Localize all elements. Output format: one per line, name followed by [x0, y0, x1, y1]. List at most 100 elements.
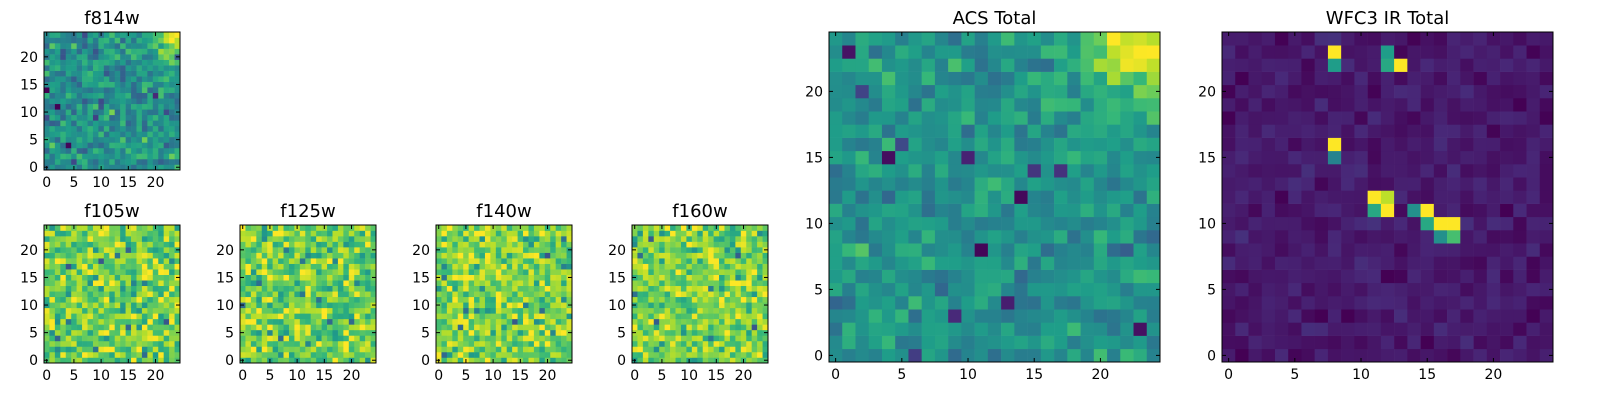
heatmap-cell	[987, 45, 1002, 59]
heatmap-cell	[691, 225, 698, 231]
heatmap-cell	[1539, 230, 1554, 244]
heatmap-cell	[49, 103, 56, 110]
x-tick-label: 5	[897, 367, 906, 383]
heatmap-cell	[1146, 348, 1161, 363]
heatmap-cell	[961, 124, 975, 138]
heatmap-cell	[174, 291, 181, 298]
heatmap-cell	[1120, 348, 1134, 363]
heatmap-cell	[895, 45, 909, 59]
heatmap-cell	[1274, 309, 1289, 323]
heatmap-cell	[343, 296, 350, 303]
heatmap-cell	[1500, 296, 1514, 310]
heatmap-cell	[1146, 71, 1161, 86]
heatmap-cell	[250, 274, 257, 281]
heatmap-cell	[87, 54, 94, 60]
heatmap-cell	[65, 98, 72, 105]
heatmap-cell	[158, 43, 164, 49]
heatmap-cell	[550, 230, 556, 237]
heatmap-cell	[1120, 45, 1134, 59]
heatmap-cell	[1327, 111, 1342, 125]
heatmap-cell	[1107, 309, 1121, 323]
heatmap-cell	[54, 153, 61, 160]
heatmap-cell	[158, 230, 164, 237]
heatmap-cell	[299, 258, 306, 264]
heatmap-cell	[1067, 309, 1081, 323]
heatmap-cell	[1027, 269, 1042, 284]
heatmap-cell	[895, 111, 909, 125]
heatmap-cell	[250, 263, 257, 270]
heatmap-cell	[987, 84, 1002, 99]
heatmap-cell	[343, 346, 350, 353]
heatmap-cell	[1486, 58, 1501, 72]
heatmap-cell	[1526, 137, 1541, 152]
heatmap-cell	[495, 236, 502, 242]
heatmap-cell	[1327, 216, 1342, 231]
heatmap-cell	[136, 87, 143, 94]
heatmap-cell	[881, 203, 896, 218]
heatmap-cell	[446, 285, 453, 292]
heatmap-cell	[528, 247, 535, 253]
heatmap-cell	[1539, 58, 1554, 72]
heatmap-cell	[842, 164, 856, 178]
heatmap-cell	[1301, 84, 1315, 99]
heatmap-cell	[1222, 296, 1236, 310]
heatmap-cell	[468, 280, 475, 287]
heatmap-cell	[550, 285, 556, 292]
heatmap-cell	[49, 98, 56, 105]
heatmap-cell	[1367, 45, 1382, 59]
heatmap-cell	[1235, 137, 1249, 152]
heatmap-cell	[544, 318, 551, 325]
heatmap-cell	[648, 247, 655, 253]
heatmap-cell	[310, 291, 317, 298]
heatmap-cell	[109, 43, 116, 49]
heatmap-cell	[60, 351, 67, 358]
heatmap-cell	[686, 252, 693, 259]
heatmap-cell	[463, 291, 469, 298]
heatmap-cell	[109, 230, 116, 237]
heatmap-cell	[642, 269, 649, 275]
heatmap-cell	[120, 54, 126, 60]
heatmap-cell	[267, 230, 273, 237]
heatmap-cell	[479, 252, 486, 259]
heatmap-cell	[71, 285, 77, 292]
heatmap-cell	[1526, 32, 1541, 46]
heatmap-cell	[152, 291, 159, 298]
y-tick-label: 10	[20, 298, 38, 314]
heatmap-cell	[948, 322, 962, 336]
heatmap-cell	[895, 124, 909, 138]
heatmap-cell	[490, 285, 497, 292]
heatmap-cell	[1394, 335, 1408, 350]
heatmap-cell	[359, 346, 366, 353]
heatmap-cell	[348, 241, 355, 248]
heatmap-cell	[539, 274, 546, 281]
heatmap-cell	[120, 274, 126, 281]
heatmap-cell	[550, 340, 556, 347]
heatmap-cell	[632, 296, 638, 303]
heatmap-cell	[103, 302, 110, 309]
heatmap-cell	[54, 236, 61, 242]
heatmap-cell	[256, 236, 263, 242]
heatmap-cell	[1539, 84, 1554, 99]
heatmap-cell	[98, 59, 105, 66]
heatmap-cell	[92, 153, 99, 160]
heatmap-cell	[1420, 269, 1435, 284]
heatmap-cell	[452, 236, 459, 242]
heatmap-cell	[1473, 309, 1488, 323]
heatmap-cell	[272, 335, 279, 342]
heatmap-cell	[561, 307, 567, 314]
heatmap-cell	[713, 313, 720, 320]
heatmap-cell	[299, 307, 306, 314]
heatmap-cell	[757, 346, 763, 353]
heatmap-cell	[54, 302, 61, 309]
heatmap-cell	[348, 335, 355, 342]
heatmap-cell	[735, 324, 742, 331]
heatmap-cell	[441, 258, 448, 264]
heatmap-cell	[267, 335, 273, 342]
heatmap-cell	[1473, 124, 1488, 138]
heatmap-cell	[131, 274, 137, 281]
heatmap-cell	[131, 120, 137, 127]
heatmap-cell	[131, 43, 137, 49]
y-tick-label: 10	[805, 216, 823, 232]
heatmap-cell	[76, 313, 83, 320]
heatmap-cell	[501, 263, 508, 270]
